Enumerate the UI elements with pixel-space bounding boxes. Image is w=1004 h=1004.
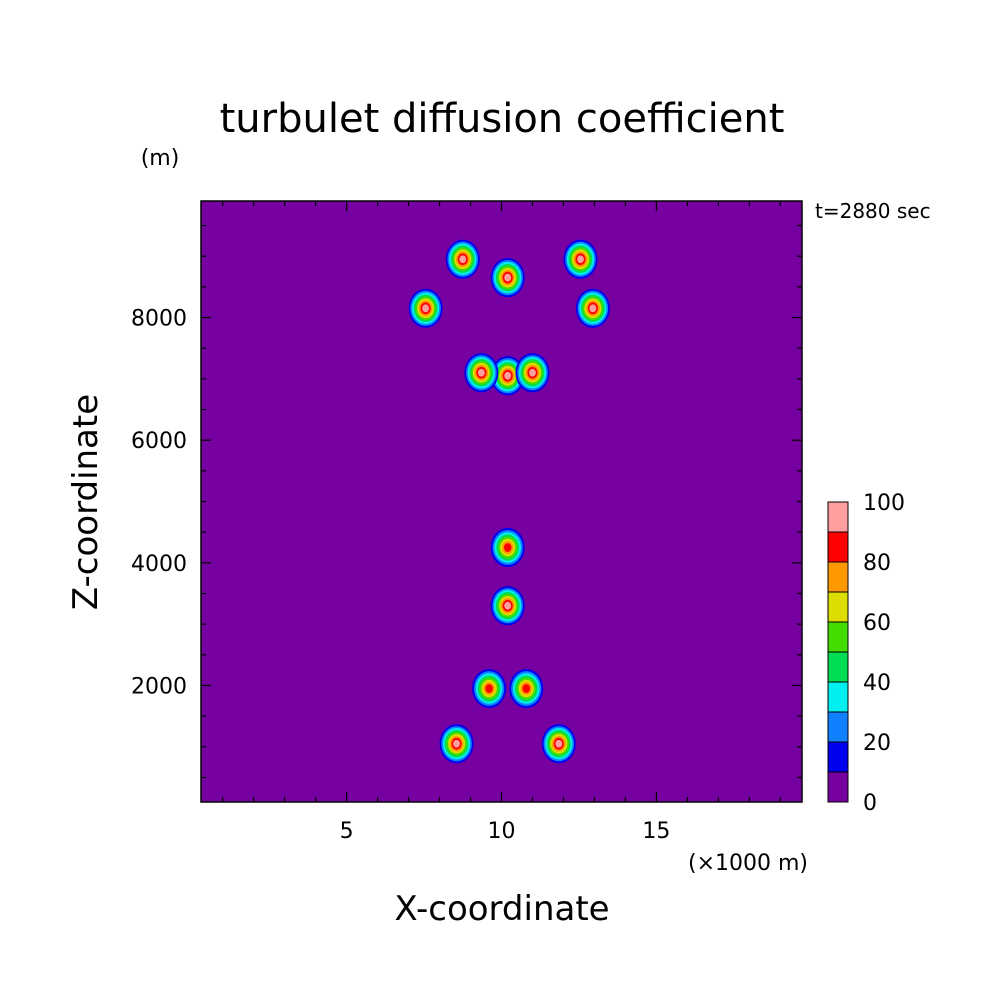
- contour-feature: [563, 239, 598, 279]
- contour-ring: [522, 684, 531, 693]
- colorbar-swatch: [827, 501, 849, 533]
- colorbar-label: 60: [863, 611, 891, 636]
- colorbar: 0 20 40 60 80 100: [827, 491, 905, 816]
- contour-feature: [509, 668, 544, 709]
- y-tick-label: 2000: [131, 674, 187, 699]
- contour-ring: [504, 601, 512, 610]
- y-tick-label: 8000: [131, 307, 187, 332]
- contour-feature: [445, 239, 480, 279]
- colorbar-swatch: [827, 561, 849, 593]
- x-axis-label: X-coordinate: [394, 889, 609, 929]
- x-tick-label: 15: [642, 819, 670, 844]
- contour-feature: [439, 724, 474, 764]
- contour-feature: [490, 356, 525, 396]
- contour-ring: [459, 255, 467, 264]
- colorbar-swatch: [827, 711, 849, 743]
- colorbar-label: 0: [863, 791, 877, 816]
- contour-feature: [575, 288, 610, 328]
- x-tick-label: 10: [488, 819, 516, 844]
- colorbar-swatch: [827, 591, 849, 623]
- chart-title: turbulet diffusion coefficient: [220, 96, 785, 142]
- contour-feature: [464, 353, 499, 393]
- colorbar-swatch: [827, 621, 849, 653]
- contour-ring: [529, 368, 536, 377]
- time-label: t=2880 sec: [815, 199, 931, 223]
- contour-feature: [490, 586, 525, 626]
- x-unit-label: (×1000 m): [688, 851, 808, 876]
- contour-feature: [408, 288, 443, 328]
- contour-ring: [453, 739, 460, 748]
- colorbar-label: 20: [863, 731, 891, 756]
- contour-ring: [504, 371, 512, 380]
- colorbar-swatch: [827, 681, 849, 713]
- contour-ring: [577, 255, 584, 264]
- colorbar-swatch: [827, 741, 849, 773]
- contour-ring: [589, 304, 597, 313]
- y-axis-label: Z-coordinate: [66, 394, 106, 610]
- colorbar-swatch: [827, 771, 849, 803]
- contour-features: [408, 239, 610, 764]
- contour-ring: [422, 304, 430, 313]
- y-tick-label: 6000: [131, 429, 187, 454]
- y-tick-label: 4000: [131, 552, 187, 577]
- y-axis: 2000 4000 6000 8000: [131, 224, 802, 779]
- contour-ring: [485, 684, 493, 693]
- contour-ring: [555, 739, 563, 748]
- contour-ring: [477, 368, 485, 377]
- x-axis: 5 10 15: [222, 201, 781, 844]
- contour-ring: [504, 273, 512, 282]
- contour-feature: [472, 668, 507, 709]
- contour-feature: [515, 353, 550, 393]
- colorbar-swatch: [827, 531, 849, 563]
- contour-feature: [490, 258, 525, 298]
- plot-area: [200, 200, 803, 803]
- y-unit-label: (m): [141, 146, 180, 171]
- colorbar-label: 80: [863, 551, 891, 576]
- contour-feature: [490, 527, 525, 568]
- colorbar-label: 100: [863, 491, 905, 516]
- colorbar-swatch: [827, 651, 849, 683]
- contour-ring: [503, 543, 512, 552]
- x-tick-label: 5: [340, 819, 354, 844]
- contour-feature: [541, 724, 576, 764]
- colorbar-label: 40: [863, 671, 891, 696]
